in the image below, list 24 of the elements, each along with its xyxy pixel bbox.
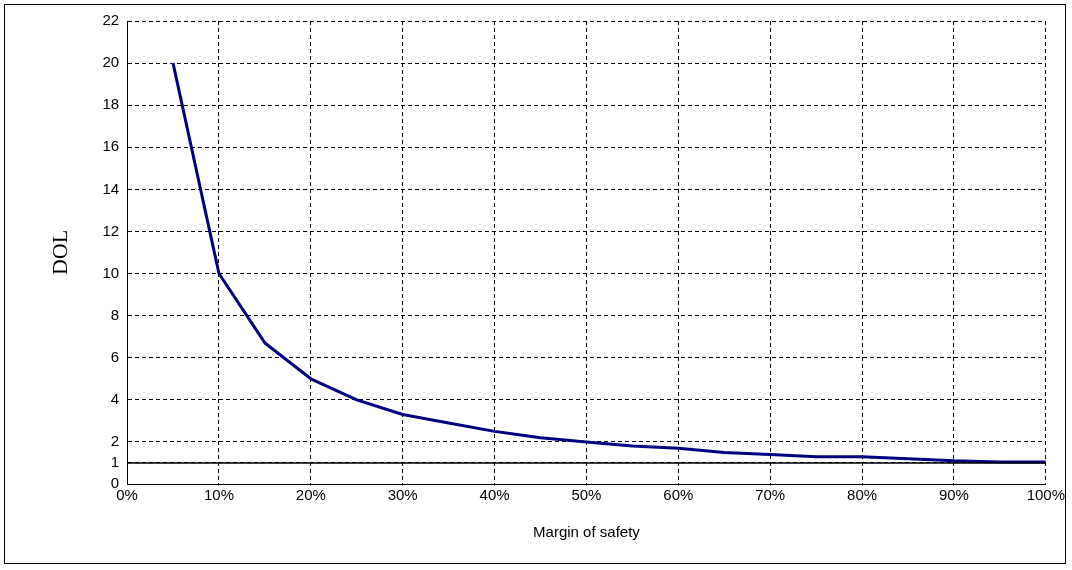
x-tick-label: 80% [847, 486, 878, 504]
x-tick-label: 60% [663, 486, 694, 504]
y-tick-label: 8 [110, 305, 120, 323]
x-tick-label: 90% [938, 486, 969, 504]
y-tick-label: 18 [102, 95, 120, 113]
x-tick-label: 10% [203, 486, 234, 504]
y-tick-label: 12 [102, 221, 120, 239]
y-tick-label: 20 [102, 53, 120, 71]
y-tick-label: 6 [110, 347, 120, 365]
y-tick-label: 14 [102, 179, 120, 197]
y-tick-label: 2 [110, 432, 120, 450]
x-tick-label: 100% [1026, 486, 1066, 504]
x-tick-label: 20% [295, 486, 326, 504]
x-tick-label: 30% [387, 486, 418, 504]
x-tick-label: 70% [755, 486, 786, 504]
y-tick-label: 10 [102, 263, 120, 281]
x-tick-label: 40% [479, 486, 510, 504]
x-tick-label: 50% [571, 486, 602, 504]
y-axis-title: DOL [46, 229, 72, 276]
y-tick-label: 1 [110, 453, 120, 471]
y-tick-label: 22 [102, 11, 120, 29]
x-axis-title: Margin of safety [533, 523, 641, 541]
y-tick-label: 16 [102, 137, 120, 155]
y-tick-label: 4 [110, 389, 120, 407]
